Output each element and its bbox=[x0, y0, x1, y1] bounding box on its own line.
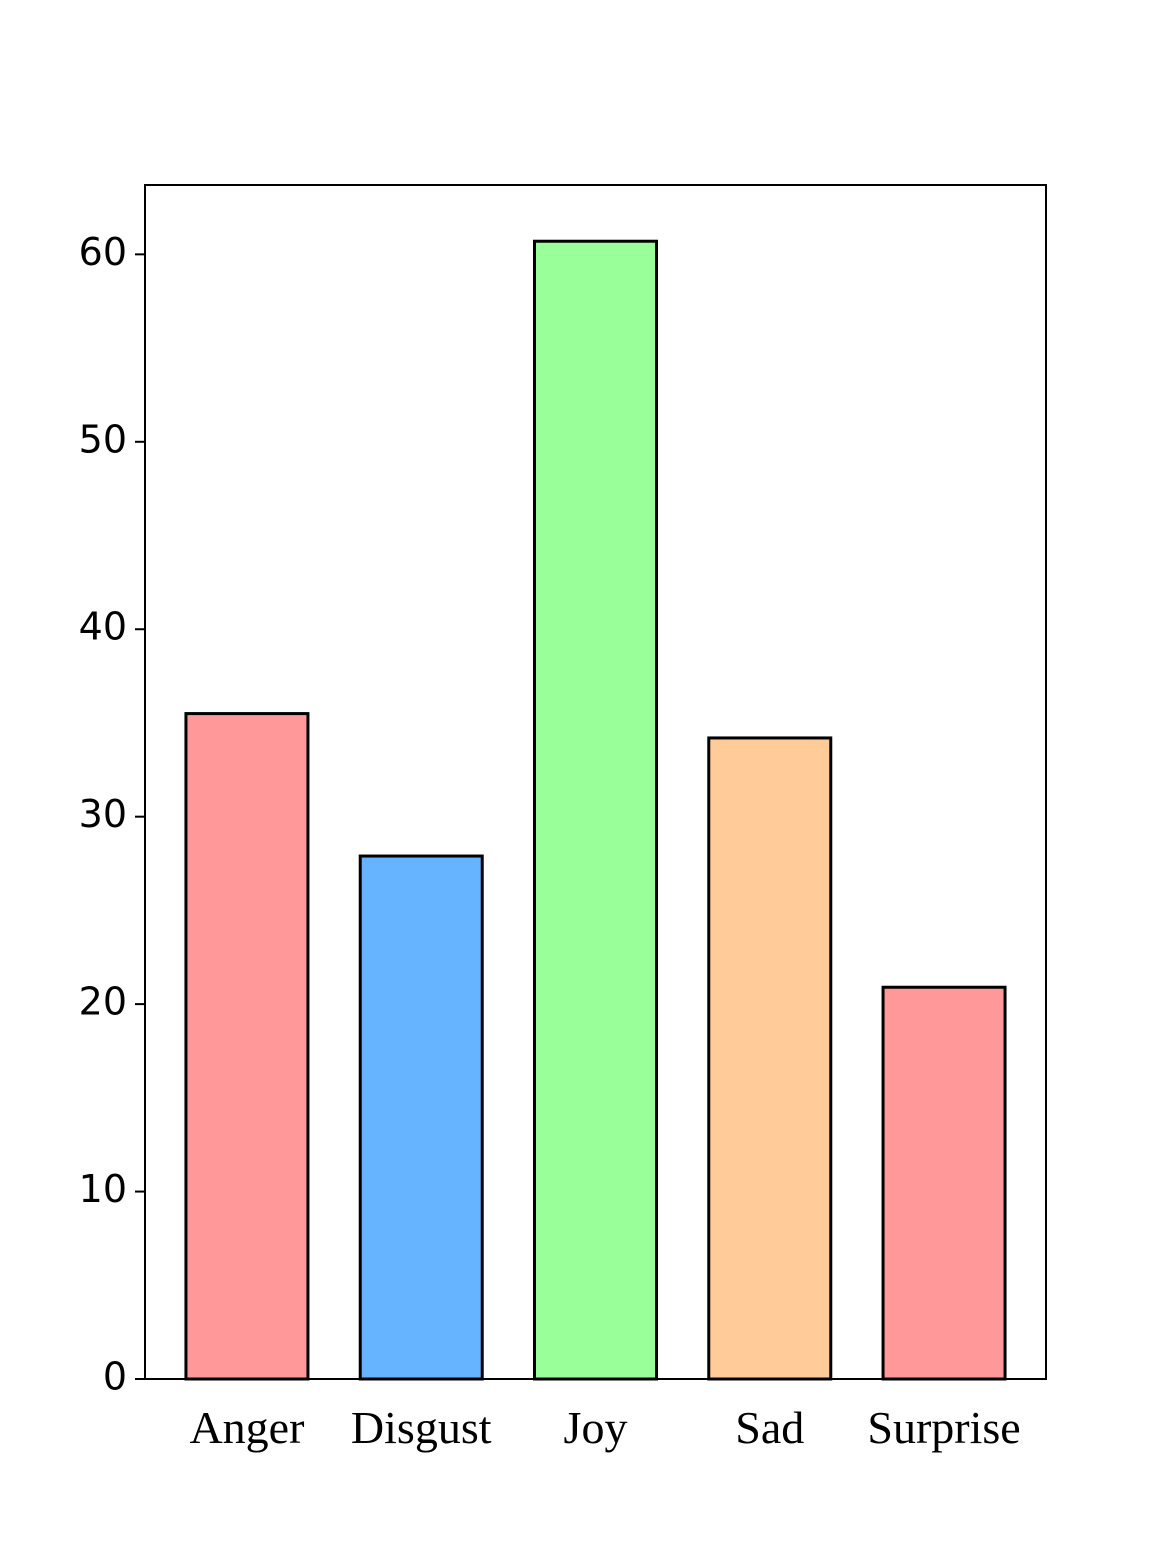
bar bbox=[533, 239, 658, 1381]
y-tick-label: 50 bbox=[79, 417, 127, 461]
y-tick-label: 10 bbox=[79, 1167, 127, 1211]
x-tick-label: Anger bbox=[189, 1402, 304, 1453]
y-tick-label: 30 bbox=[79, 792, 127, 836]
x-tick-label: Disgust bbox=[351, 1402, 492, 1453]
y-tick-label: 40 bbox=[79, 605, 127, 649]
x-tick-label: Joy bbox=[564, 1402, 628, 1453]
y-tick-label: 60 bbox=[79, 230, 127, 274]
bar bbox=[358, 854, 484, 1381]
y-tick-label: 0 bbox=[103, 1355, 127, 1399]
y-tick-label: 20 bbox=[79, 980, 127, 1024]
x-tick-label: Sad bbox=[735, 1402, 804, 1453]
x-tick-label: Surprise bbox=[867, 1402, 1020, 1453]
bar bbox=[184, 712, 310, 1381]
bar bbox=[881, 985, 1007, 1381]
bar bbox=[707, 736, 833, 1381]
plot-frame bbox=[144, 184, 1047, 1380]
